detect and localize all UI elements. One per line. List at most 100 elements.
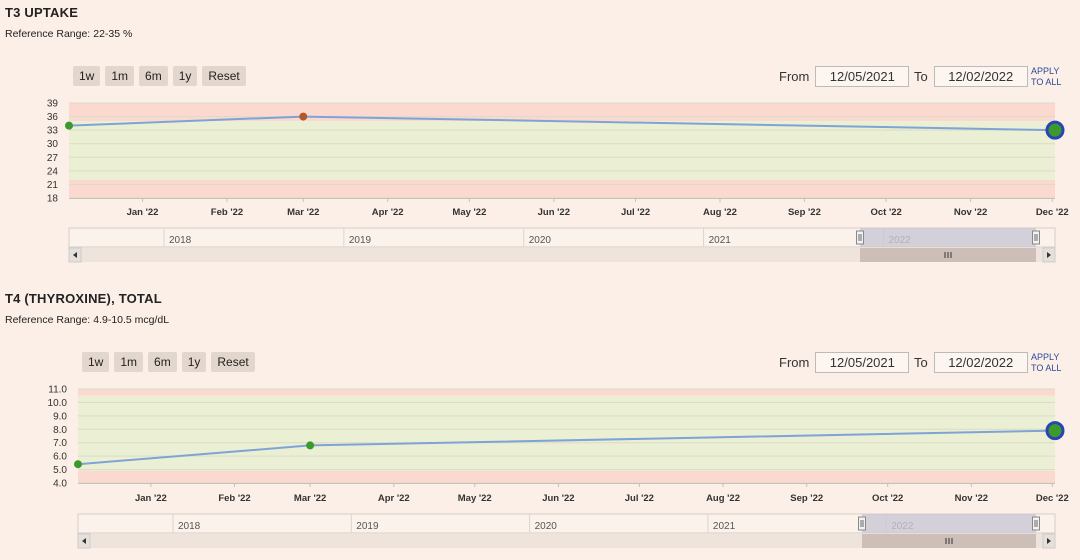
line-chart-t4-thyroxine: 4.0 5.0 6.0 7.0 8.0 9.0 10.0 11.0 Jan '22 Feb '22…	[48, 385, 1069, 549]
data-point	[74, 460, 82, 469]
navigator-year-label: 2020	[535, 521, 558, 532]
line-chart-t3-uptake: 18 21 24 27 30 33 36 39 Jan '22 Feb '22 Mar '22 Apr…	[47, 99, 1069, 263]
apply-to-all-line2: TO ALL	[1031, 77, 1062, 87]
x-tick-label: May '22	[452, 207, 486, 218]
x-tick-label: Oct '22	[872, 493, 903, 504]
x-tick-label: Nov '22	[954, 207, 987, 218]
to-label: To	[914, 355, 928, 370]
x-tick-label: Oct '22	[870, 207, 901, 218]
x-tick-label: Jan '22	[135, 493, 167, 504]
reference-range: Reference Range: 22-35 %	[5, 28, 132, 40]
x-tick-label: Jun '22	[542, 493, 574, 504]
reference-range-value: 4.9-10.5 mcg/dL	[93, 314, 170, 326]
y-tick-label: 24	[47, 166, 59, 177]
y-tick-label: 5.0	[53, 465, 67, 476]
x-tick-label: Jun '22	[538, 207, 570, 218]
range-6m-button[interactable]: 6m	[148, 352, 177, 372]
x-tick-label: Apr '22	[378, 493, 410, 504]
chart-title: T4 (THYROXINE), TOTAL	[5, 291, 162, 306]
reference-range-label: Reference Range:	[5, 314, 91, 326]
scrollbar-track	[78, 534, 1055, 548]
range-6m-button[interactable]: 6m	[139, 66, 168, 86]
x-tick-label: Feb '22	[218, 493, 250, 504]
x-tick-label: Aug '22	[706, 493, 740, 504]
from-date-group: From	[779, 352, 910, 373]
navigator-selection	[860, 228, 1036, 247]
y-tick-label: 7.0	[53, 438, 67, 449]
to-date-group: To	[914, 66, 1028, 87]
latest-data-point	[1045, 120, 1065, 140]
from-label: From	[779, 355, 810, 370]
data-point	[65, 121, 73, 130]
range-reset-button[interactable]: Reset	[202, 66, 246, 86]
x-tick-label: Mar '22	[287, 207, 319, 218]
x-tick-label: Aug '22	[703, 207, 737, 218]
to-label: To	[914, 69, 928, 84]
x-tick-label: Sep '22	[790, 493, 823, 504]
apply-to-all-line1: APPLY	[1031, 352, 1060, 362]
range-selector: 1w 1m 6m 1y Reset	[82, 352, 255, 372]
x-tick-label: Jan '22	[127, 207, 159, 218]
from-date-group: From	[779, 66, 910, 87]
chart-panel-t4-thyroxine-total: T4 (THYROXINE), TOTAL Reference Range: 4.…	[0, 286, 1080, 556]
abnormal-band-high	[69, 103, 1055, 122]
apply-to-all-link[interactable]: APPLY TO ALL	[1031, 352, 1061, 374]
x-tick-label: May '22	[458, 493, 492, 504]
data-point	[306, 441, 315, 450]
range-1w-button[interactable]: 1w	[73, 66, 101, 86]
y-tick-label: 30	[47, 139, 59, 150]
abnormal-band-low	[69, 179, 1055, 198]
x-tick-label: Jul '22	[625, 493, 654, 504]
chart-panel-t3-uptake: T3 UPTAKE Reference Range: 22-35 % 1w 1m …	[0, 0, 1080, 270]
to-date-input[interactable]	[933, 66, 1028, 87]
range-selector: 1w 1m 6m 1y Reset	[73, 66, 246, 86]
from-date-input[interactable]	[815, 352, 910, 373]
navigator-selection	[862, 514, 1036, 533]
apply-to-all-link[interactable]: APPLY TO ALL	[1031, 66, 1061, 88]
y-tick-label: 36	[47, 112, 59, 123]
to-date-input[interactable]	[933, 352, 1028, 373]
x-tick-label: Sep '22	[788, 207, 821, 218]
y-tick-label: 10.0	[48, 398, 68, 409]
range-reset-button[interactable]: Reset	[211, 352, 255, 372]
y-tick-label: 9.0	[53, 411, 67, 422]
range-1y-button[interactable]: 1y	[172, 66, 198, 86]
navigator-year-label: 2018	[178, 521, 201, 532]
y-tick-label: 6.0	[53, 452, 67, 463]
range-1m-button[interactable]: 1m	[105, 66, 135, 86]
navigator-year-label: 2019	[349, 235, 372, 246]
from-date-input[interactable]	[815, 66, 910, 87]
scroll-right-icon	[1047, 538, 1051, 544]
x-tick-label: Feb '22	[211, 207, 243, 218]
reference-range-label: Reference Range:	[5, 28, 91, 40]
range-1w-button[interactable]: 1w	[82, 352, 110, 372]
reference-range: Reference Range: 4.9-10.5 mcg/dL	[5, 314, 169, 326]
navigator-year-label: 2018	[169, 235, 192, 246]
apply-to-all-line1: APPLY	[1031, 66, 1060, 76]
navigator-handle[interactable]	[1032, 230, 1040, 245]
range-1m-button[interactable]: 1m	[114, 352, 144, 372]
navigator-year-label: 2019	[356, 521, 379, 532]
y-tick-label: 11.0	[48, 385, 67, 396]
x-tick-label: Jul '22	[621, 207, 650, 218]
y-tick-label: 39	[47, 99, 59, 110]
navigator-handle[interactable]	[856, 230, 864, 245]
x-tick-label: Mar '22	[294, 493, 326, 504]
reference-range-value: 22-35 %	[93, 28, 133, 40]
range-1y-button[interactable]: 1y	[181, 352, 207, 372]
navigator-year-label: 2021	[709, 235, 732, 246]
y-tick-label: 4.0	[53, 479, 67, 490]
x-tick-label: Apr '22	[372, 207, 404, 218]
normal-range-band	[69, 121, 1055, 180]
chart-title: T3 UPTAKE	[5, 5, 79, 20]
scroll-left-icon	[73, 252, 77, 258]
scroll-right-icon	[1047, 252, 1051, 258]
apply-to-all-line2: TO ALL	[1031, 363, 1062, 373]
navigator-year-label: 2020	[529, 235, 552, 246]
navigator-handle[interactable]	[1032, 516, 1040, 531]
scrollbar-track	[69, 248, 1055, 262]
x-tick-label: Nov '22	[955, 493, 988, 504]
y-tick-label: 33	[47, 126, 59, 137]
y-tick-label: 8.0	[53, 425, 67, 436]
navigator-handle[interactable]	[858, 516, 866, 531]
